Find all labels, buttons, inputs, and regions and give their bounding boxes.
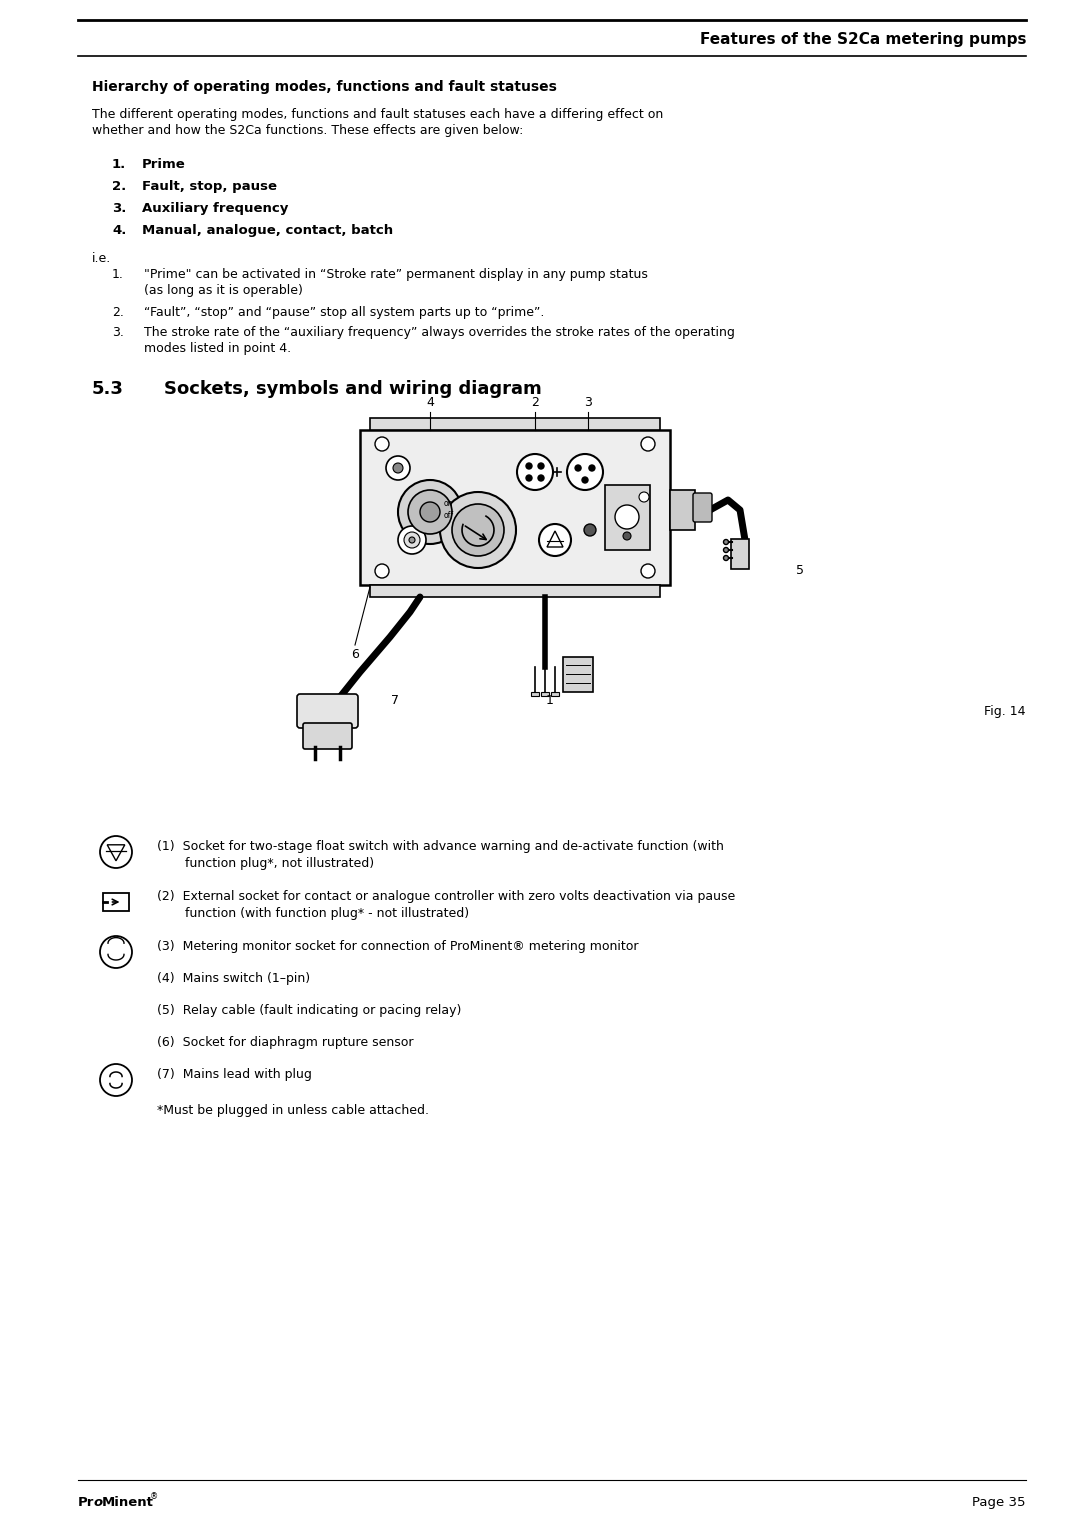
Text: Features of the S2Ca metering pumps: Features of the S2Ca metering pumps [700,32,1026,47]
FancyBboxPatch shape [551,692,559,695]
Text: *Must be plugged in unless cable attached.: *Must be plugged in unless cable attache… [157,1105,429,1117]
Text: 1.: 1. [112,267,124,281]
Circle shape [724,556,729,561]
Text: Fig. 14: Fig. 14 [985,704,1026,718]
FancyBboxPatch shape [360,429,670,585]
Text: on: on [444,500,454,509]
Text: 3.: 3. [112,202,126,215]
FancyBboxPatch shape [303,723,352,749]
Text: Prime: Prime [141,157,186,171]
Text: (1)  Socket for two-stage float switch with advance warning and de-activate func: (1) Socket for two-stage float switch wi… [157,840,724,853]
Circle shape [589,465,595,471]
Text: (4)  Mains switch (1–pin): (4) Mains switch (1–pin) [157,972,310,986]
Text: (2)  External socket for contact or analogue controller with zero volts deactiva: (2) External socket for contact or analo… [157,889,735,903]
Circle shape [623,532,631,539]
Circle shape [582,477,588,483]
Text: Manual, analogue, contact, batch: Manual, analogue, contact, batch [141,225,393,237]
Text: i.e.: i.e. [92,252,111,264]
Circle shape [408,490,453,533]
Circle shape [393,463,403,474]
Circle shape [420,503,440,523]
Circle shape [375,437,389,451]
FancyBboxPatch shape [731,539,750,568]
Text: (3)  Metering monitor socket for connection of ProMinent® metering monitor: (3) Metering monitor socket for connecti… [157,940,638,953]
Text: off: off [444,512,454,521]
Text: (as long as it is operable): (as long as it is operable) [144,284,302,296]
Circle shape [399,480,462,544]
Circle shape [538,475,544,481]
FancyBboxPatch shape [670,490,696,530]
Circle shape [615,504,639,529]
Text: "Prime" can be activated in “Stroke rate” permanent display in any pump status: "Prime" can be activated in “Stroke rate… [144,267,648,281]
Text: 5: 5 [796,564,804,576]
Circle shape [567,454,603,490]
FancyBboxPatch shape [541,692,549,695]
Circle shape [100,937,132,969]
Text: Hierarchy of operating modes, functions and fault statuses: Hierarchy of operating modes, functions … [92,79,557,95]
Text: 5.3: 5.3 [92,380,124,397]
FancyBboxPatch shape [370,585,660,597]
Text: 3.: 3. [112,325,124,339]
Text: Fault, stop, pause: Fault, stop, pause [141,180,276,193]
Text: (6)  Socket for diaphragm rupture sensor: (6) Socket for diaphragm rupture sensor [157,1036,414,1050]
Circle shape [375,564,389,578]
Text: 7: 7 [391,694,399,706]
Text: 6: 6 [351,648,359,662]
Circle shape [386,455,410,480]
Circle shape [453,504,504,556]
Circle shape [575,465,581,471]
Text: Auxiliary frequency: Auxiliary frequency [141,202,288,215]
Circle shape [409,536,415,542]
Text: The stroke rate of the “auxiliary frequency” always overrides the stroke rates o: The stroke rate of the “auxiliary freque… [144,325,734,339]
Text: 2.: 2. [112,306,124,319]
Circle shape [724,547,729,553]
Text: 3: 3 [584,396,592,408]
Text: The different operating modes, functions and fault statuses each have a differin: The different operating modes, functions… [92,108,663,121]
Text: function plug*, not illustrated): function plug*, not illustrated) [157,857,374,869]
Text: Page 35: Page 35 [972,1496,1026,1510]
Text: modes listed in point 4.: modes listed in point 4. [144,342,292,354]
Circle shape [399,526,426,555]
Text: function (with function plug* - not illustrated): function (with function plug* - not illu… [157,908,469,920]
Text: 1.: 1. [112,157,126,171]
Circle shape [404,532,420,549]
Text: Minent: Minent [102,1496,153,1510]
FancyBboxPatch shape [693,494,712,523]
FancyBboxPatch shape [563,657,593,692]
Text: 2.: 2. [112,180,126,193]
Text: whether and how the S2Ca functions. These effects are given below:: whether and how the S2Ca functions. Thes… [92,124,524,138]
Circle shape [538,463,544,469]
Circle shape [724,539,729,544]
Text: (7)  Mains lead with plug: (7) Mains lead with plug [157,1068,312,1080]
Text: o: o [94,1496,103,1510]
Text: 2: 2 [531,396,539,408]
Circle shape [440,492,516,568]
Circle shape [584,524,596,536]
Circle shape [642,564,654,578]
Text: “Fault”, “stop” and “pause” stop all system parts up to “prime”.: “Fault”, “stop” and “pause” stop all sys… [144,306,544,319]
Text: 4: 4 [427,396,434,408]
FancyBboxPatch shape [531,692,539,695]
FancyBboxPatch shape [605,484,650,550]
Circle shape [639,492,649,503]
Text: Sockets, symbols and wiring diagram: Sockets, symbols and wiring diagram [164,380,542,397]
Text: 1: 1 [546,694,554,706]
Circle shape [642,437,654,451]
Circle shape [526,463,532,469]
FancyBboxPatch shape [297,694,357,727]
Circle shape [517,454,553,490]
Circle shape [539,524,571,556]
Text: 4.: 4. [112,225,126,237]
Circle shape [100,836,132,868]
Text: ®: ® [150,1491,159,1500]
Text: (5)  Relay cable (fault indicating or pacing relay): (5) Relay cable (fault indicating or pac… [157,1004,461,1018]
Circle shape [526,475,532,481]
FancyBboxPatch shape [370,419,660,429]
Circle shape [100,1063,132,1096]
FancyBboxPatch shape [104,894,129,911]
Text: Pr: Pr [78,1496,94,1510]
